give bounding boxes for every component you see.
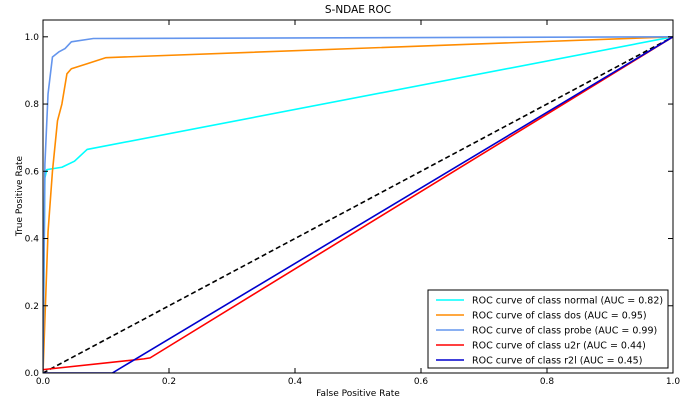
y-tick-label: 0.4 <box>25 235 40 245</box>
legend-label-3: ROC curve of class u2r (AUC = 0.44) <box>472 341 646 352</box>
x-tick-label: 0.6 <box>414 377 429 387</box>
y-tick-label: 0.2 <box>25 302 39 312</box>
x-tick-label: 0.2 <box>162 377 176 387</box>
x-tick-label: 1.0 <box>666 377 681 387</box>
y-tick-label: 0.6 <box>25 167 40 177</box>
series-line-2 <box>43 36 673 373</box>
x-tick-label: 0.0 <box>36 377 51 387</box>
y-tick-label: 1.0 <box>25 33 40 43</box>
legend-label-4: ROC curve of class r2l (AUC = 0.45) <box>472 356 642 367</box>
x-tick-label: 0.8 <box>540 377 555 387</box>
y-tick-label: 0.0 <box>25 369 40 379</box>
x-axis-label: False Positive Rate <box>316 389 400 399</box>
series-line-4 <box>43 36 673 373</box>
y-tick-label: 0.8 <box>25 100 40 110</box>
y-axis-label: True Positive Rate <box>15 155 25 237</box>
chart-title: S-NDAE ROC <box>325 4 391 16</box>
plot-frame <box>42 19 674 374</box>
legend-label-2: ROC curve of class probe (AUC = 0.99) <box>472 326 657 337</box>
x-tick-label: 0.4 <box>288 377 303 387</box>
chance-diagonal-line <box>43 36 673 373</box>
series-line-1 <box>43 36 673 373</box>
legend: ROC curve of class normal (AUC = 0.82) RO… <box>427 289 669 369</box>
legend-box <box>427 289 669 369</box>
legend-label-0: ROC curve of class normal (AUC = 0.82) <box>472 296 663 307</box>
legend-label-1: ROC curve of class dos (AUC = 0.95) <box>472 311 647 322</box>
series-line-3 <box>43 36 673 371</box>
